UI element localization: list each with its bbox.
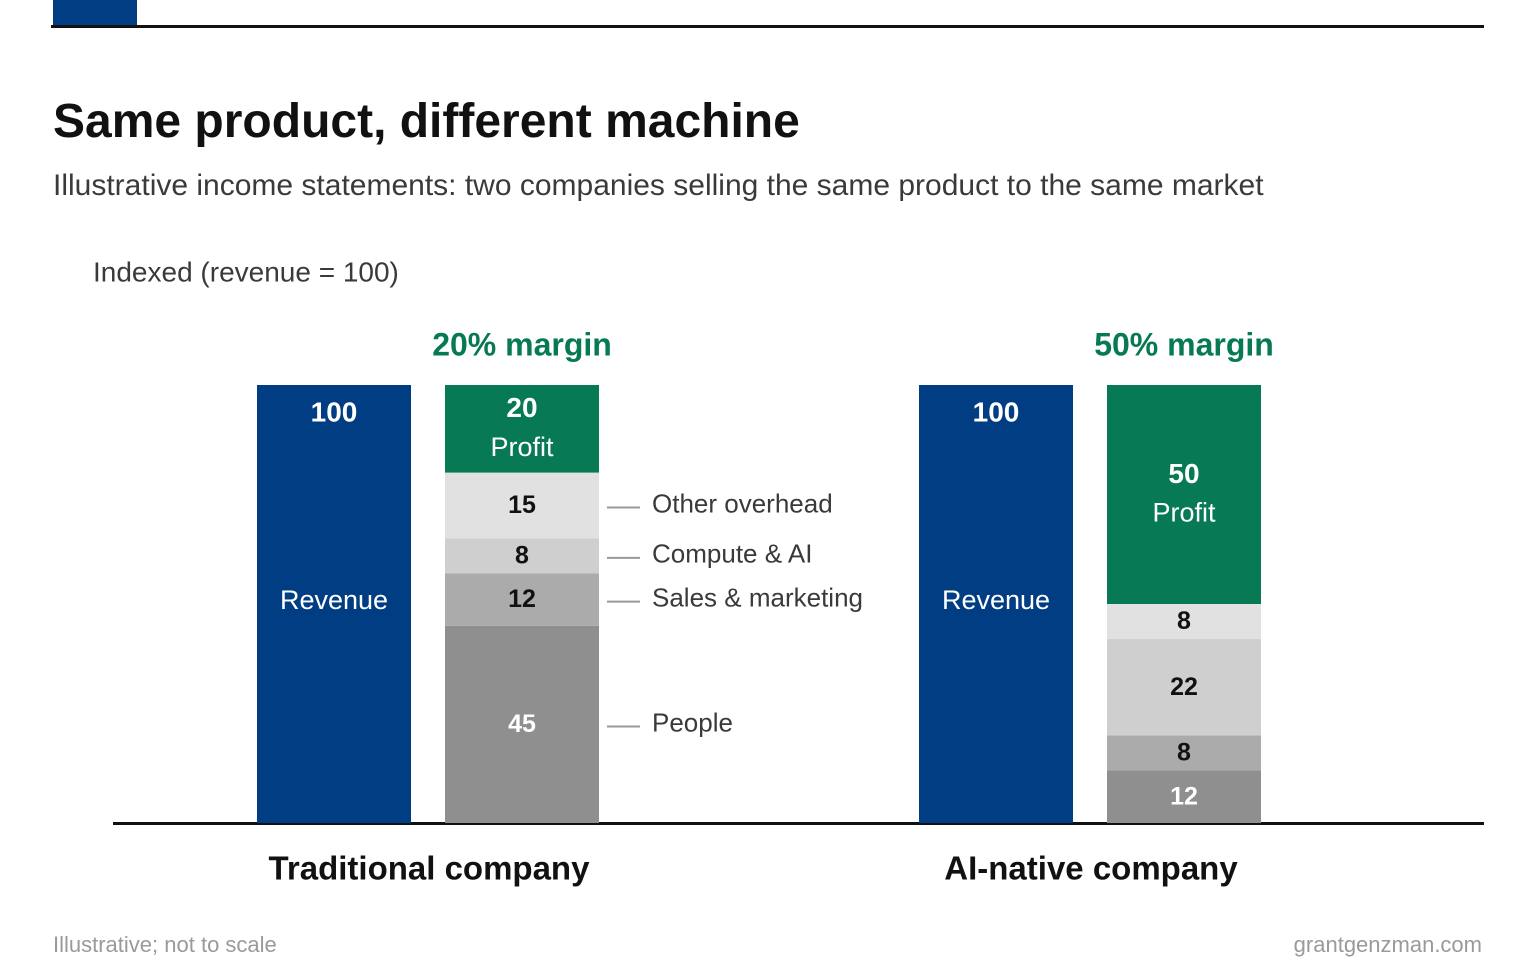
page-subtitle: Illustrative income statements: two comp…	[53, 169, 1264, 202]
legend-label-other-overhead: Other overhead	[652, 488, 833, 518]
ai-native-company-group-label: AI-native company	[944, 850, 1238, 887]
ai-native-company-profit-segment	[1107, 385, 1261, 604]
ai-native-company-people-segment	[1107, 770, 1261, 823]
ai-native-company-margin-label: 50% margin	[1094, 326, 1274, 362]
traditional-company-other-overhead-segment	[445, 472, 599, 539]
traditional-company-revenue-label: Revenue	[280, 585, 388, 615]
legend-label-compute-and-ai: Compute & AI	[652, 539, 812, 569]
ai-native-company-profit-label: Profit	[1152, 498, 1216, 528]
ai-native-company-revenue-value: 100	[973, 396, 1020, 427]
traditional-company-group-label: Traditional company	[269, 850, 591, 887]
traditional-company-people-segment	[445, 625, 599, 823]
traditional-company-profit-value: 20	[506, 392, 537, 423]
traditional-company-revenue-value: 100	[311, 396, 358, 427]
ai-native-company-sales-and-marketing-value: 8	[1177, 739, 1191, 767]
traditional-company-sales-and-marketing-segment	[445, 573, 599, 626]
footer-source: grantgenzman.com	[1293, 932, 1482, 957]
traditional-company-people-value: 45	[508, 710, 536, 738]
traditional-company-profit-segment	[445, 385, 599, 473]
header-rule	[51, 25, 1484, 28]
header-accent-bar	[53, 0, 137, 26]
traditional-company-profit-label: Profit	[490, 432, 554, 462]
ai-native-company-people-value: 12	[1170, 782, 1198, 810]
y-axis-label: Indexed (revenue = 100)	[93, 256, 399, 287]
page-title: Same product, different machine	[53, 95, 800, 148]
ai-native-company-revenue-label: Revenue	[942, 585, 1050, 615]
ai-native-company-other-overhead-segment	[1107, 604, 1261, 640]
ai-native-company-revenue-bar	[919, 385, 1073, 823]
x-axis-baseline	[113, 822, 1484, 825]
legend-label-people: People	[652, 707, 733, 737]
traditional-company-compute-and-ai-value: 8	[515, 541, 529, 569]
legend-label-sales-and-marketing: Sales & marketing	[652, 582, 863, 612]
ai-native-company-other-overhead-value: 8	[1177, 607, 1191, 635]
traditional-company-other-overhead-value: 15	[508, 491, 536, 519]
footer-note: Illustrative; not to scale	[53, 932, 277, 957]
traditional-company-margin-label: 20% margin	[432, 326, 612, 362]
ai-native-company-compute-and-ai-value: 22	[1170, 673, 1198, 701]
ai-native-company-profit-value: 50	[1168, 458, 1199, 489]
traditional-company-revenue-bar	[257, 385, 411, 823]
ai-native-company-sales-and-marketing-segment	[1107, 735, 1261, 771]
ai-native-company-compute-and-ai-segment	[1107, 639, 1261, 736]
traditional-company-compute-and-ai-segment	[445, 538, 599, 574]
traditional-company-sales-and-marketing-value: 12	[508, 585, 536, 613]
